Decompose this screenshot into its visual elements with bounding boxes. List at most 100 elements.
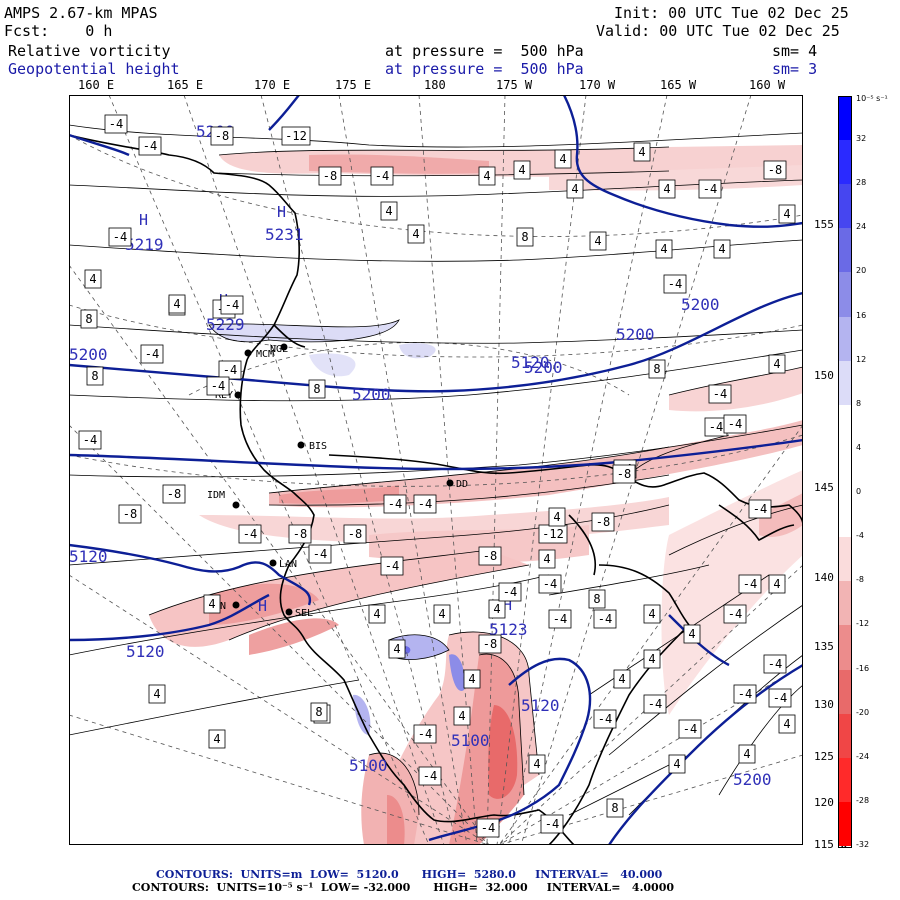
svg-text:4: 4 [743, 747, 750, 761]
vorticity-label: 4 [655, 239, 673, 259]
svg-text:8: 8 [611, 801, 618, 815]
svg-text:8: 8 [315, 705, 322, 719]
vorticity-label: 4 [84, 269, 102, 289]
pressure-height: at pressure = 500 hPa [385, 60, 584, 78]
svg-text:-4: -4 [418, 727, 432, 741]
vorticity-label: 4 [528, 754, 546, 774]
colorbar-tick-label: -8 [856, 575, 864, 585]
vorticity-label: -4 [763, 654, 787, 674]
vorticity-label: -4 [738, 574, 762, 594]
colorbar-tick-label: -24 [856, 751, 870, 761]
colorbar-tick-label: 28 [856, 178, 867, 188]
svg-text:8: 8 [653, 362, 660, 376]
vorticity-label: -8 [288, 524, 312, 544]
svg-text:-4: -4 [553, 612, 567, 626]
svg-text:4: 4 [173, 297, 180, 311]
vorticity-label: 4 [463, 669, 481, 689]
colorbar-tick-label: 8 [856, 398, 862, 408]
vorticity-label: -4 [723, 414, 747, 434]
svg-text:4: 4 [663, 182, 670, 196]
colorbar-tick-label: -32 [856, 840, 870, 849]
lon-label: 170 W [579, 78, 616, 92]
smooth-vorticity: sm= 4 [772, 42, 818, 60]
height-label: 5200 [352, 385, 391, 404]
vorticity-label: 4 [643, 649, 661, 669]
svg-text:8: 8 [313, 382, 320, 396]
svg-text:4: 4 [773, 357, 780, 371]
vorticity-label: -4 [678, 719, 702, 739]
vorticity-label: -4 [220, 295, 244, 315]
svg-text:4: 4 [153, 687, 160, 701]
svg-text:-4: -4 [313, 547, 327, 561]
footer-vorticity-contours: CONTOURS: UNITS=10⁻⁵ s⁻¹ LOW= -32.000 HI… [132, 881, 675, 894]
svg-text:-4: -4 [683, 722, 697, 736]
svg-text:4: 4 [673, 757, 680, 771]
svg-text:-4: -4 [738, 687, 752, 701]
colorbar-tick-label: 12 [856, 354, 867, 364]
vorticity-label: -4 [593, 609, 617, 629]
svg-text:4: 4 [618, 672, 625, 686]
vorticity-label: -4 [383, 494, 407, 514]
vorticity-label: -4 [238, 524, 262, 544]
height-label: 5120 [126, 642, 165, 661]
svg-text:-4: -4 [668, 277, 682, 291]
vorticity-label: 4 [488, 599, 506, 619]
vorticity-label: 4 [658, 179, 676, 199]
colorbar-tick-label: 16 [856, 310, 867, 320]
svg-text:-4: -4 [481, 821, 495, 835]
vorticity-label: 4 [643, 604, 661, 624]
vorticity-label: 8 [310, 702, 328, 722]
vorticity-label: 4 [738, 744, 756, 764]
height-label: 5200 [733, 770, 772, 789]
height-label: 5123 [489, 620, 528, 639]
vorticity-label: 8 [588, 589, 606, 609]
lon-label: 160 W [749, 78, 786, 92]
height-label: 5231 [265, 225, 304, 244]
station-label-dd: DD [456, 479, 468, 490]
svg-text:4: 4 [638, 145, 645, 159]
svg-text:-4: -4 [768, 657, 782, 671]
svg-text:-4: -4 [423, 769, 437, 783]
colorbar-tick-label: -20 [856, 707, 870, 717]
colorbar-tick-label: 4 [856, 442, 862, 452]
vorticity-label: -4 [308, 544, 332, 564]
svg-text:-8: -8 [768, 163, 782, 177]
height-labels: 5200521952315229520052005200520052005120… [69, 122, 772, 789]
svg-text:8: 8 [593, 592, 600, 606]
svg-text:-4: -4 [648, 697, 662, 711]
svg-text:4: 4 [553, 510, 560, 524]
map-frame [69, 95, 803, 845]
vorticity-label: -4 [138, 136, 162, 156]
vorticity-label: 8 [606, 798, 624, 818]
height-label: 5200 [616, 325, 655, 344]
vorticity-label: -4 [698, 179, 722, 199]
svg-text:-12: -12 [285, 129, 307, 143]
station-label-rey: REY [215, 390, 233, 401]
vorticity-label: 4 [453, 706, 471, 726]
svg-text:4: 4 [783, 717, 790, 731]
colorbar-tick-label: -4 [856, 531, 864, 541]
vorticity-label: -4 [748, 499, 772, 519]
svg-text:-4: -4 [225, 298, 239, 312]
vorticity-label: -8 [763, 160, 787, 180]
vorticity-label: -4 [413, 724, 437, 744]
svg-text:-4: -4 [598, 612, 612, 626]
station-label-lan: LAN [279, 559, 297, 570]
station-label-ngl: NGL [270, 344, 288, 355]
vorticity-label: -4 [663, 274, 687, 294]
svg-text:-4: -4 [709, 420, 723, 434]
vorticity-label: -8 [591, 512, 615, 532]
model-title: AMPS 2.67-km MPAS [4, 4, 158, 22]
vorticity-label: -12 [281, 126, 311, 146]
high-marker: H [277, 203, 286, 221]
svg-text:-8: -8 [617, 467, 631, 481]
colorbar-frame [838, 96, 852, 848]
vorticity-label: -4 [708, 384, 732, 404]
vorticity-label: -4 [723, 604, 747, 624]
colorbar-tick-label: -12 [856, 619, 870, 629]
svg-text:-8: -8 [483, 549, 497, 563]
vorticity-label: -8 [343, 524, 367, 544]
height-label: 5200 [681, 295, 720, 314]
svg-text:-8: -8 [596, 515, 610, 529]
svg-text:4: 4 [718, 242, 725, 256]
